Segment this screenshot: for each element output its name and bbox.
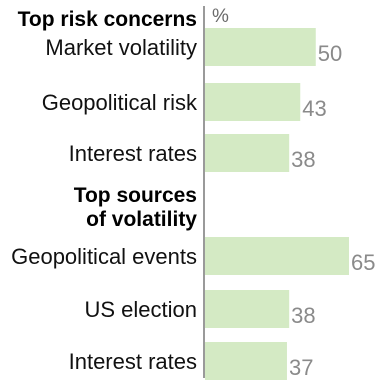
- bar-groups: Top risk concerns Market volatility 50 Geop…: [11, 8, 375, 380]
- group-title: of volatility: [86, 208, 197, 231]
- bar: [205, 237, 349, 275]
- value-label: 38: [291, 303, 315, 328]
- category-label: Interest rates: [69, 349, 197, 374]
- category-label: Market volatility: [45, 35, 197, 60]
- bar: [205, 290, 290, 328]
- value-label: 65: [351, 250, 375, 275]
- group-title: Top sources: [74, 184, 197, 207]
- bar: [205, 342, 287, 380]
- value-label: 38: [291, 147, 315, 172]
- value-label: 37: [289, 355, 313, 380]
- category-label: US election: [84, 297, 197, 322]
- bar-group: Top risk concerns Market volatility 50 Geop…: [18, 8, 342, 172]
- category-label: Geopolitical risk: [42, 90, 198, 115]
- bar: [205, 134, 290, 172]
- bar: [205, 83, 301, 121]
- value-label: 43: [302, 96, 326, 121]
- value-label: 50: [318, 41, 342, 66]
- bar: [205, 28, 316, 66]
- group-title: Top risk concerns: [18, 8, 197, 31]
- unit-label: %: [212, 6, 229, 27]
- category-label: Geopolitical events: [11, 244, 197, 269]
- category-label: Interest rates: [69, 141, 197, 166]
